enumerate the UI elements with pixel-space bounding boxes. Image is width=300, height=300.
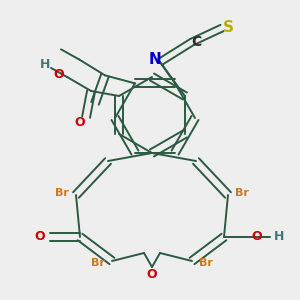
Text: N: N (148, 52, 161, 67)
Text: O: O (75, 116, 86, 128)
Text: S: S (223, 20, 233, 35)
Text: O: O (35, 230, 45, 244)
Text: Br: Br (55, 188, 69, 198)
Text: H: H (274, 230, 284, 244)
Text: O: O (147, 268, 157, 281)
Text: O: O (54, 68, 64, 82)
Text: C: C (191, 35, 201, 49)
Text: Br: Br (91, 258, 105, 268)
Text: Br: Br (199, 258, 213, 268)
Text: H: H (40, 58, 50, 70)
Text: Br: Br (235, 188, 249, 198)
Text: O: O (252, 230, 262, 244)
